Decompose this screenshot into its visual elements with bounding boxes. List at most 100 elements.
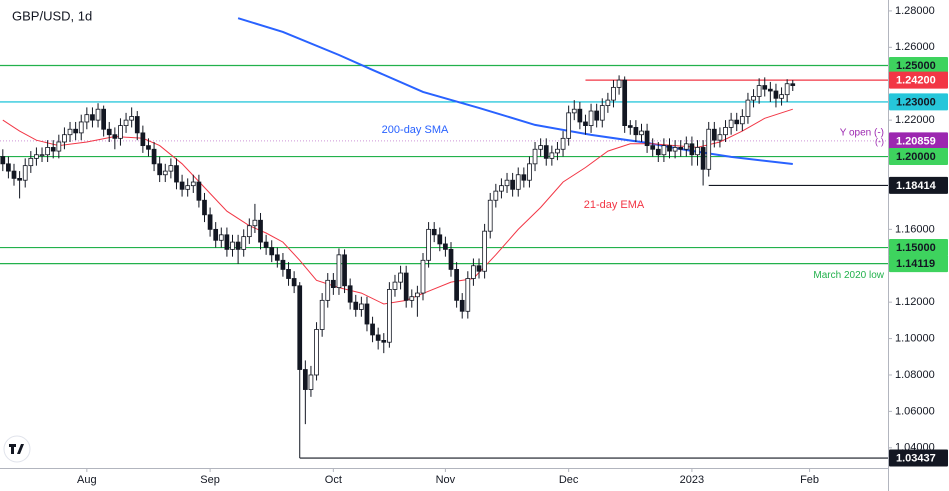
level-box: [889, 148, 948, 166]
candle-body: [213, 228, 219, 241]
candle-body: [633, 127, 639, 136]
candle-body: [28, 157, 34, 167]
y-tick-label: 1.28000: [895, 5, 935, 17]
candle-body: [773, 90, 779, 99]
candle-body: [437, 234, 443, 245]
candle-body: [650, 145, 656, 150]
level-box: [889, 239, 948, 257]
candle-body: [555, 148, 560, 154]
level-label: 1.20859: [896, 135, 936, 147]
candle-body: [185, 185, 191, 190]
candle-body: [762, 85, 768, 90]
candle-body: [314, 329, 319, 376]
candle-body: [583, 121, 588, 127]
candle-body: [359, 303, 364, 310]
candle-body: [112, 134, 118, 139]
level-note: March 2020 low: [813, 270, 884, 281]
candle-body: [431, 228, 437, 236]
candle-body: [549, 152, 555, 159]
candle-body: [207, 214, 213, 230]
candle-body: [78, 121, 84, 134]
ema-label: 21-day EMA: [584, 199, 645, 211]
candle-body: [129, 116, 135, 121]
x-tick-label: Nov: [436, 474, 456, 486]
candle-body: [678, 147, 684, 150]
candle-body: [151, 148, 157, 165]
candle-body: [179, 181, 185, 190]
candle-body: [123, 119, 129, 127]
candle-body: [218, 234, 224, 241]
candle-body: [403, 272, 409, 301]
candle-body: [515, 174, 521, 190]
candle-body: [162, 170, 168, 176]
candle-body: [381, 339, 387, 343]
y-tick-label: 1.16000: [895, 223, 935, 235]
level-label: 1.03437: [896, 452, 936, 464]
candle-body: [174, 165, 179, 183]
candle-body: [84, 114, 90, 123]
candle-body: [510, 179, 515, 190]
y-tick-label: 1.12000: [895, 296, 935, 308]
candle-body: [364, 303, 370, 325]
level-label: 1.24200: [896, 74, 936, 86]
plot-area: [0, 17, 888, 459]
candle-body: [308, 374, 314, 390]
candle-body: [252, 219, 258, 227]
candle-body: [454, 269, 459, 301]
candle-body: [751, 96, 756, 101]
candle-body: [695, 147, 700, 156]
candle-body: [571, 108, 577, 114]
level-label: 1.15000: [896, 242, 936, 254]
candle-body: [779, 94, 784, 99]
candle-body: [667, 145, 672, 152]
candle-body: [672, 147, 678, 152]
candle-body: [11, 170, 17, 179]
x-tick-label: 2023: [680, 474, 704, 486]
candle-body: [387, 289, 392, 343]
candle-body: [521, 174, 527, 181]
level-box: [889, 449, 948, 467]
candle-body: [291, 278, 297, 287]
candle-body: [577, 108, 583, 123]
candle-body: [756, 85, 762, 97]
candle-body: [409, 296, 415, 301]
candle-body: [67, 128, 73, 136]
x-tick-label: Feb: [800, 474, 819, 486]
level-box: [889, 132, 948, 150]
y-tick-label: 1.08000: [895, 369, 935, 381]
y-tick-label: 1.22000: [895, 114, 935, 126]
x-tick-label: Dec: [559, 474, 579, 486]
x-tick-label: Sep: [200, 474, 220, 486]
candle-body: [605, 99, 611, 106]
candle-body: [728, 119, 734, 128]
candle-body: [168, 165, 174, 172]
x-tick-label: Aug: [77, 474, 97, 486]
candle-body: [246, 225, 252, 238]
candle-body: [644, 130, 650, 147]
candle-body: [90, 114, 95, 121]
candle-body: [325, 279, 331, 301]
candle-body: [655, 148, 661, 156]
level-label: 1.20000: [896, 151, 936, 163]
candle-body: [499, 185, 504, 192]
candle-body: [700, 147, 706, 170]
candle-body: [286, 269, 291, 279]
candle-body: [22, 165, 28, 181]
logo-mark: [9, 444, 24, 454]
candle-body: [50, 147, 56, 152]
candle-body: [627, 125, 633, 128]
candle-body: [370, 323, 375, 336]
candle-body: [532, 148, 538, 165]
candle-body: [683, 143, 689, 150]
candle-body: [34, 154, 39, 159]
candle-body: [745, 99, 751, 117]
candle-body: [224, 234, 230, 250]
candle-body: [415, 292, 420, 298]
level-box: [889, 71, 948, 89]
candle-body: [465, 278, 471, 312]
candle-body: [616, 79, 622, 88]
level-label: 1.25000: [896, 60, 936, 72]
